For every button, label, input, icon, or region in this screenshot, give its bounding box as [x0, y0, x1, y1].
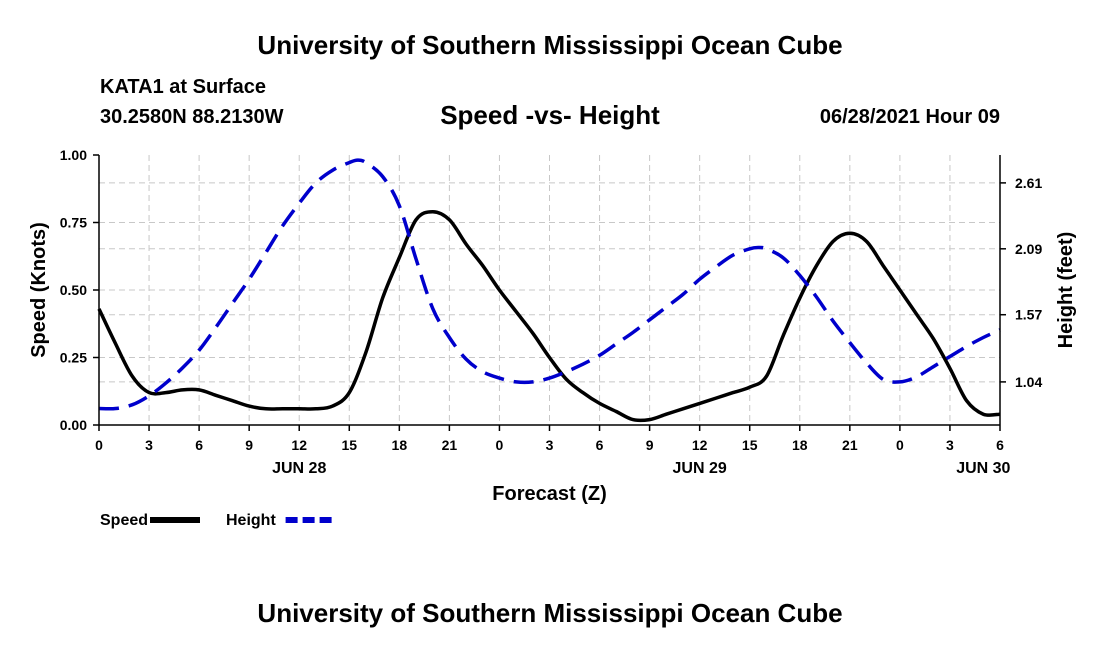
- x-axis-title: Forecast (Z): [492, 483, 606, 505]
- y-tick-label: 0.75: [60, 215, 87, 231]
- y2-tick-label: 2.61: [1015, 175, 1042, 191]
- x-tick-label: 0: [95, 437, 103, 453]
- y-tick-label: 0.00: [60, 417, 87, 433]
- x-date-label: JUN 30: [956, 460, 1010, 477]
- legend-label-height: Height: [226, 512, 276, 529]
- y2-axis-title: Height (feet): [1055, 232, 1077, 349]
- x-date-label: JUN 29: [673, 460, 727, 477]
- x-tick-label: 3: [946, 437, 954, 453]
- station-label: KATA1 at Surface: [100, 76, 266, 98]
- x-tick-label: 9: [646, 437, 654, 453]
- y-tick-label: 0.25: [60, 350, 87, 366]
- grid: [99, 155, 1000, 425]
- x-tick-label: 3: [546, 437, 554, 453]
- x-tick-label: 18: [792, 437, 808, 453]
- series-line-speed: [97, 209, 1001, 423]
- x-tick-label: 15: [341, 437, 357, 453]
- y2-tick-label: 2.09: [1015, 241, 1042, 257]
- axes: 0 3 6 9 12 15 18 21 0 3 6 9 12 15 18 21 0 3 6 JUN 28 JUN 29 J…: [28, 147, 1077, 505]
- legend-label-speed: Speed: [100, 512, 148, 529]
- x-tick-label: 0: [496, 437, 504, 453]
- x-tick-label: 21: [842, 437, 858, 453]
- x-tick-label: 18: [392, 437, 408, 453]
- y2-tick-label: 1.57: [1015, 307, 1042, 323]
- x-tick-label: 12: [291, 437, 307, 453]
- chart-title: University of Southern Mississippi Ocean…: [257, 30, 843, 60]
- y-tick-label: 0.50: [60, 282, 87, 298]
- x-tick-label: 9: [245, 437, 253, 453]
- series-line-height: [98, 158, 1001, 411]
- x-tick-label: 6: [596, 437, 604, 453]
- x-tick-label: 21: [442, 437, 458, 453]
- footer-title: University of Southern Mississippi Ocean…: [257, 598, 843, 628]
- y-axis-title: Speed (Knots): [28, 222, 50, 358]
- y-tick-label: 1.00: [60, 147, 87, 163]
- x-date-label: JUN 28: [272, 460, 326, 477]
- x-tick-label: 3: [145, 437, 153, 453]
- x-tick-label: 15: [742, 437, 758, 453]
- y2-tick-label: 1.04: [1015, 374, 1042, 390]
- legend: Speed Height: [100, 512, 336, 529]
- x-tick-label: 12: [692, 437, 708, 453]
- series-layer: [97, 158, 1001, 423]
- x-tick-label: 0: [896, 437, 904, 453]
- x-tick-label: 6: [996, 437, 1004, 453]
- forecast-timestamp: 06/28/2021 Hour 09: [819, 106, 1000, 128]
- x-tick-label: 6: [195, 437, 203, 453]
- chart-subtitle: Speed -vs- Height: [440, 100, 660, 130]
- station-coordinates: 30.2580N 88.2130W: [100, 106, 284, 128]
